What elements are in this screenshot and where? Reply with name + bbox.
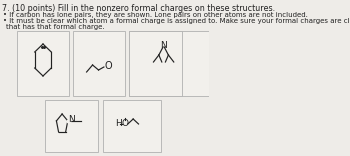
Text: H: H bbox=[115, 119, 121, 129]
Text: O: O bbox=[121, 119, 128, 129]
FancyBboxPatch shape bbox=[129, 31, 182, 96]
FancyBboxPatch shape bbox=[46, 100, 98, 152]
FancyBboxPatch shape bbox=[17, 31, 69, 96]
Text: N: N bbox=[68, 115, 75, 124]
FancyBboxPatch shape bbox=[73, 31, 125, 96]
Text: • If carbon has lone pairs, they are shown. Lone pairs on other atoms are not in: • If carbon has lone pairs, they are sho… bbox=[3, 12, 308, 18]
Text: • It must be clear which atom a formal charge is assigned to. Make sure your for: • It must be clear which atom a formal c… bbox=[3, 19, 350, 24]
Text: that has that formal charge.: that has that formal charge. bbox=[6, 24, 105, 31]
Text: 7. (10 points) Fill in the nonzero formal charges on these structures.: 7. (10 points) Fill in the nonzero forma… bbox=[2, 4, 275, 13]
Text: N: N bbox=[160, 41, 167, 49]
FancyBboxPatch shape bbox=[129, 31, 209, 96]
Text: O: O bbox=[105, 61, 112, 71]
FancyBboxPatch shape bbox=[103, 100, 161, 152]
